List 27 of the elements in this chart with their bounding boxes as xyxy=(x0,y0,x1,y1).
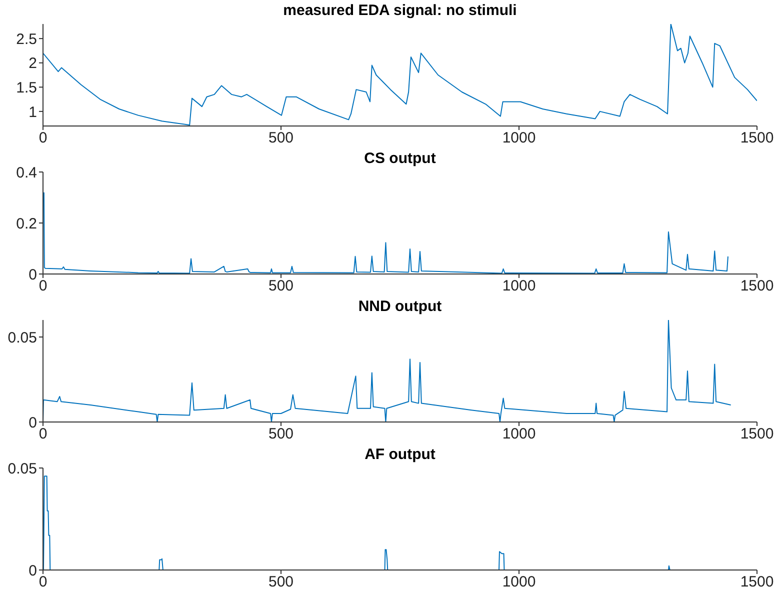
x-tick-label: 500 xyxy=(268,574,294,591)
chart-title: NND output xyxy=(357,298,443,315)
x-tick-label: 1000 xyxy=(502,426,536,443)
y-tick-label: 0.4 xyxy=(16,164,37,182)
y-tick-label: 1.5 xyxy=(16,79,37,96)
chart-title: AF output xyxy=(364,446,436,463)
y-tick-label: 0 xyxy=(28,414,37,432)
x-tick-label: 1500 xyxy=(740,574,774,591)
x-tick-label: 500 xyxy=(268,426,294,443)
y-tick-label: 0.05 xyxy=(8,460,37,478)
y-tick-label: 0.2 xyxy=(16,215,37,232)
x-tick-label: 1500 xyxy=(740,130,774,147)
y-tick-label: 0 xyxy=(28,562,37,580)
chart-title: CS output xyxy=(363,150,437,167)
x-tick-label: 1000 xyxy=(502,130,536,147)
y-tick-label: 1 xyxy=(28,104,37,121)
x-tick-label: 500 xyxy=(268,278,294,295)
x-tick-label: 1000 xyxy=(502,278,536,295)
y-tick-label: 2 xyxy=(28,55,37,72)
x-tick-label: 500 xyxy=(268,130,294,147)
x-tick-label: 1500 xyxy=(740,278,774,295)
x-tick-label: 1000 xyxy=(502,574,536,591)
y-tick-label: 0.05 xyxy=(8,329,37,346)
y-tick-label: 2.5 xyxy=(16,30,37,48)
y-tick-label: 0 xyxy=(28,266,37,284)
x-tick-label: 1500 xyxy=(740,426,774,443)
chart-title: measured EDA signal: no stimuli xyxy=(282,2,518,19)
